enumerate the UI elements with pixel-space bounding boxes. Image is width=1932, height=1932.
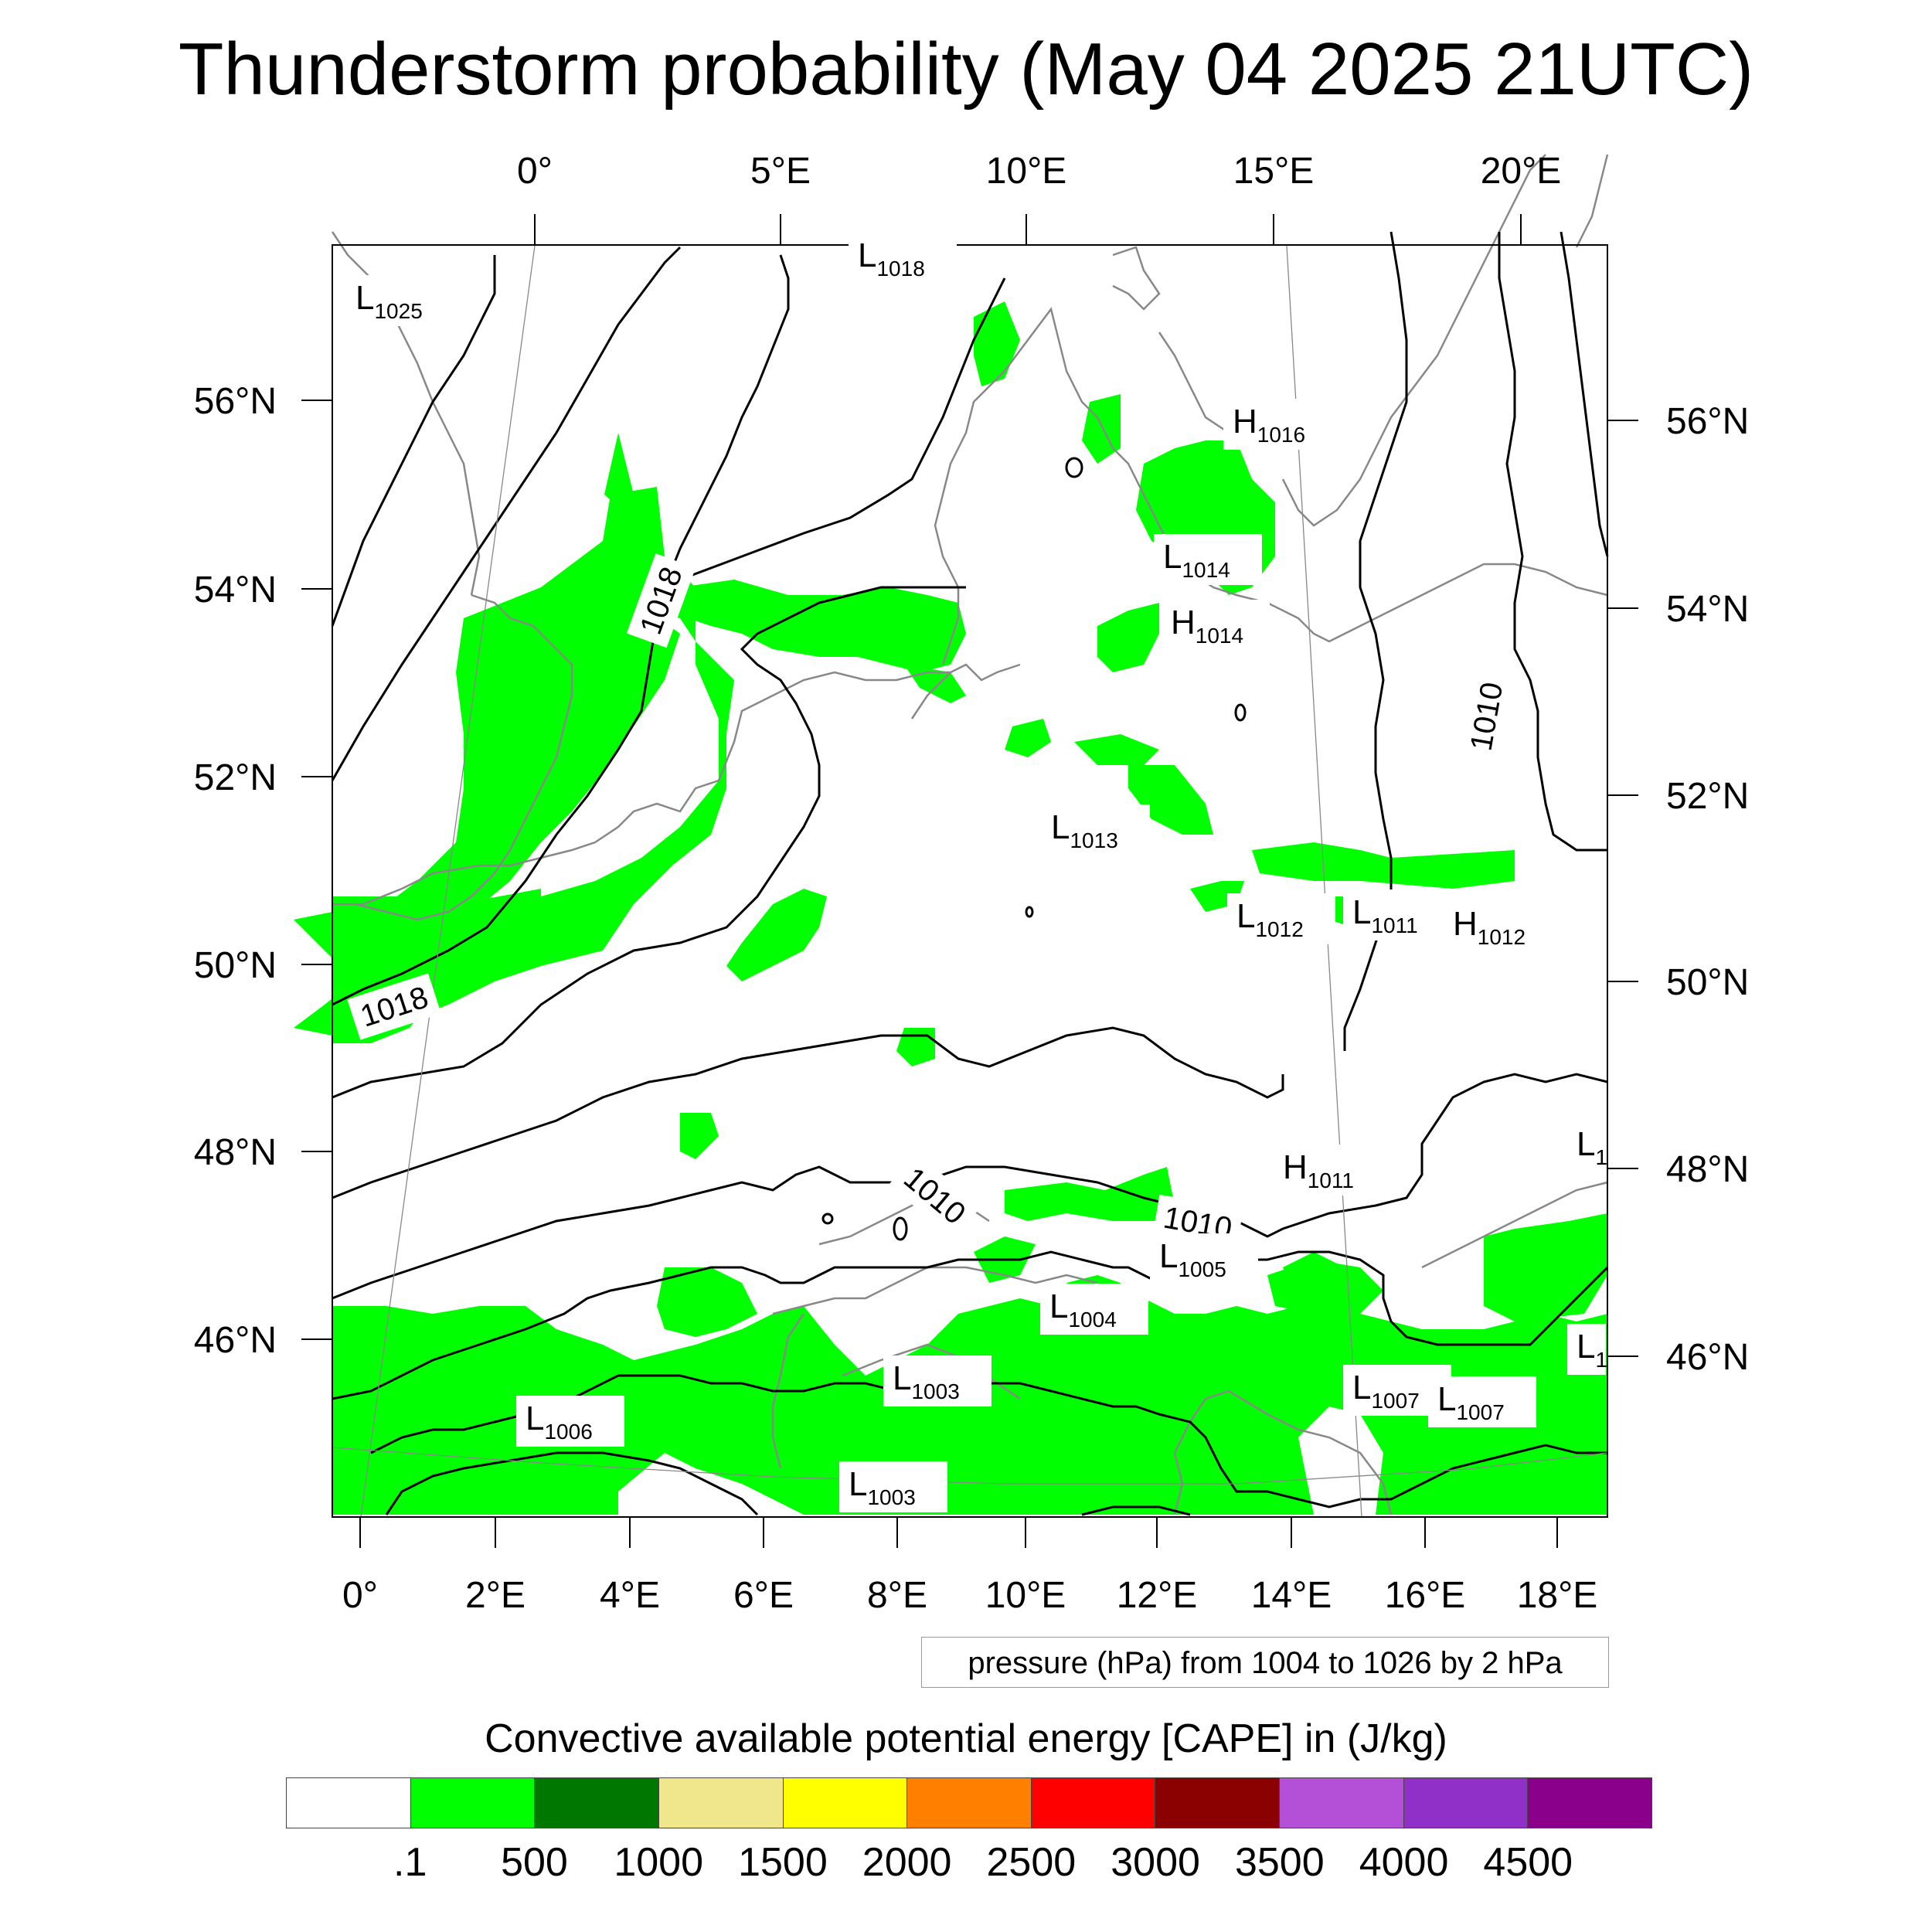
low-pressure-center: L1005: [1159, 1237, 1226, 1281]
colorbar-swatch: [1031, 1778, 1156, 1828]
colorbar-label: 1500: [738, 1840, 828, 1885]
pressure-center-box: [1567, 1121, 1606, 1172]
colorbar-label: 3500: [1234, 1840, 1325, 1885]
coastlines: [331, 154, 1609, 1515]
right-lat-label: 50°N: [1666, 962, 1749, 1003]
low-pressure-center: L1007: [1437, 1380, 1505, 1424]
low-pressure-center: L1003: [893, 1359, 960, 1403]
colorbar-swatch: [783, 1778, 908, 1828]
low-pressure-center: L1006: [526, 1400, 593, 1444]
pressure-center-box: [1223, 399, 1332, 450]
colorbar-label: 3000: [1111, 1840, 1200, 1885]
left-lat-label: 48°N: [194, 1132, 277, 1173]
pressure-center-box: [346, 275, 454, 326]
colorbar-swatch: [1403, 1778, 1529, 1828]
pressure-center-box: [1040, 1284, 1148, 1335]
bottom-lon-label: 10°E: [985, 1575, 1066, 1616]
bottom-lon-label: 16°E: [1385, 1575, 1466, 1616]
low-pressure-center: L1012: [1236, 897, 1304, 941]
colorbar-label: 4500: [1483, 1840, 1573, 1885]
pressure-center-box: [1444, 901, 1552, 952]
colorbar-swatch: [1155, 1778, 1281, 1828]
bottom-lon-label: 6°E: [733, 1575, 794, 1616]
pressure-center-box: [839, 1461, 947, 1512]
bottom-lon-label: 14°E: [1251, 1575, 1332, 1616]
colorbar-swatch: [287, 1778, 411, 1828]
low-pressure-center: L1025: [355, 279, 423, 323]
low-pressure-center: L1004: [1049, 1287, 1117, 1332]
high-pressure-center: H1012: [1453, 905, 1526, 949]
colorbar-swatch: [1528, 1778, 1652, 1828]
top-lon-label: 0°: [517, 151, 553, 192]
pressure-center-box: [883, 1355, 992, 1406]
colorbar-swatch: [658, 1778, 784, 1828]
bottom-lon-label: 4°E: [600, 1575, 660, 1616]
colorbar-swatch: [1280, 1778, 1404, 1828]
top-lon-label: 20°E: [1481, 151, 1562, 192]
contour-footnote: pressure (hPa) from 1004 to 1026 by 2 hP…: [921, 1637, 1609, 1688]
bottom-lon-label: 2°E: [465, 1575, 526, 1616]
top-lon-label: 10°E: [986, 151, 1067, 192]
colorbar-label: 2000: [862, 1840, 952, 1885]
colorbar-swatch: [410, 1778, 536, 1828]
right-lat-label: 56°N: [1666, 401, 1749, 442]
left-lat-label: 52°N: [194, 757, 277, 798]
left-lat-label: 56°N: [194, 381, 277, 422]
low-pressure-center: L1014: [1163, 538, 1230, 582]
graticule: [332, 245, 1608, 1518]
pressure-center-box: [1567, 1324, 1606, 1375]
high-pressure-center: H1016: [1233, 403, 1305, 447]
pressure-center-box: [1150, 1233, 1258, 1284]
map-frame: [332, 244, 1608, 1518]
bottom-lon-label: 8°E: [867, 1575, 927, 1616]
low-pressure-center: L1018: [858, 236, 925, 281]
pressure-center-box: [516, 1396, 624, 1447]
colorbar-swatch: [535, 1778, 659, 1828]
colorbar: [286, 1777, 1652, 1828]
right-lat-label: 48°N: [1666, 1149, 1749, 1190]
colorbar-swatch: [907, 1778, 1032, 1828]
bottom-lon-label: 0°: [342, 1575, 378, 1616]
low-pressure-center: L1: [1577, 1125, 1607, 1169]
colorbar-label: .1: [393, 1840, 427, 1885]
right-lat-label: 54°N: [1666, 589, 1749, 630]
colorbar-label: 1000: [614, 1840, 704, 1885]
pressure-center-box: [849, 233, 957, 284]
low-pressure-center: L1: [1577, 1328, 1607, 1372]
low-pressure-center: L1011: [1352, 893, 1418, 937]
isobars: [331, 231, 1609, 1516]
colorbar-label: 500: [501, 1840, 568, 1885]
pressure-center-box: [1343, 889, 1451, 940]
bottom-lon-label: 12°E: [1117, 1575, 1198, 1616]
left-lat-label: 54°N: [194, 570, 277, 611]
colorbar-title: Convective available potential energy [C…: [485, 1716, 1447, 1761]
pressure-center-labels: L1025 L1018 H1016 L1014 H1014 L1013 L1012 L1011…: [346, 233, 1607, 1512]
colorbar-label: 2500: [986, 1840, 1077, 1885]
pressure-center-box: [1042, 804, 1150, 855]
low-pressure-center: L1013: [1051, 808, 1118, 852]
left-lat-label: 46°N: [194, 1320, 277, 1361]
high-pressure-center: H1011: [1283, 1148, 1354, 1192]
top-lon-label: 5°E: [750, 151, 811, 192]
right-lat-label: 46°N: [1666, 1337, 1749, 1378]
map-title: Thunderstorm probability (May 04 2025 21…: [178, 28, 1754, 111]
top-lon-label: 15°E: [1233, 151, 1315, 192]
axis-labels: 0° 5°E 10°E 15°E 20°E 0° 2°E 4°E 6°E 8°E…: [194, 151, 1750, 1616]
left-lat-label: 50°N: [194, 945, 277, 986]
tick-marks: [301, 214, 1638, 1548]
low-pressure-center: L1003: [849, 1465, 916, 1509]
pressure-center-box: [1154, 534, 1262, 585]
pressure-center-box: [1428, 1376, 1536, 1427]
pressure-center-box: [1227, 893, 1335, 944]
high-pressure-center: H1014: [1171, 604, 1243, 648]
pressure-center-box: [1162, 600, 1270, 651]
colorbar-label: 4000: [1359, 1840, 1449, 1885]
low-pressure-center: L1007: [1352, 1369, 1420, 1413]
pressure-center-box: [1274, 1145, 1382, 1196]
right-lat-label: 52°N: [1666, 776, 1749, 817]
bottom-lon-label: 18°E: [1517, 1575, 1598, 1616]
